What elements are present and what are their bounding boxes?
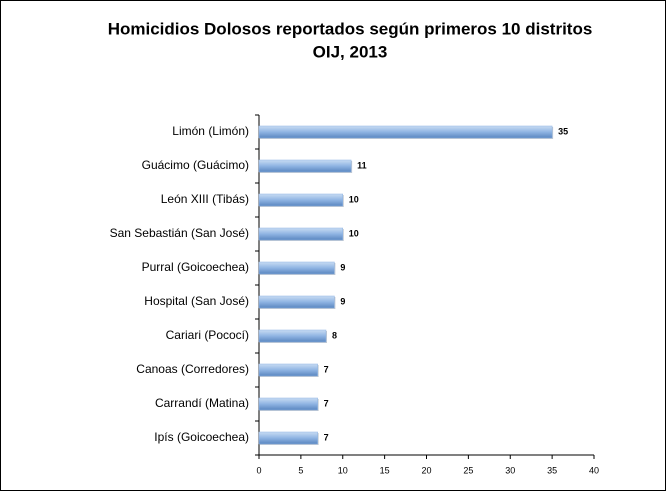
y-tick-label: Canoas (Corredores) — [136, 362, 249, 376]
y-tick-label: Ipís (Goicoechea) — [154, 430, 249, 444]
bar — [258, 159, 352, 173]
value-label: 10 — [349, 228, 359, 238]
y-tick-label: Purral (Goicoechea) — [142, 260, 249, 274]
x-tick-label: 10 — [338, 465, 348, 475]
bar — [258, 363, 318, 377]
value-label: 35 — [558, 126, 568, 136]
x-tick-label: 0 — [256, 465, 261, 475]
x-tick-label: 40 — [589, 465, 599, 475]
value-label: 7 — [324, 364, 329, 374]
chart-title: Homicidios Dolosos reportados según prim… — [108, 19, 593, 38]
bar — [258, 295, 335, 309]
y-tick-label: Hospital (San José) — [144, 294, 249, 308]
y-tick-label: Guácimo (Guácimo) — [142, 158, 249, 172]
x-tick-label: 35 — [547, 465, 557, 475]
bar — [258, 193, 343, 207]
bar — [258, 431, 318, 445]
value-label: 11 — [357, 160, 367, 170]
value-label: 8 — [332, 330, 337, 340]
value-label: 9 — [340, 296, 345, 306]
value-label: 9 — [340, 262, 345, 272]
value-label: 7 — [324, 398, 329, 408]
chart-title: OIJ, 2013 — [313, 42, 388, 61]
bar — [258, 125, 553, 139]
x-tick-label: 20 — [421, 465, 431, 475]
y-tick-label: San Sebastián (San José) — [110, 226, 249, 240]
x-tick-label: 30 — [505, 465, 515, 475]
y-tick-label: León XIII (Tibás) — [161, 192, 249, 206]
bar — [258, 397, 318, 411]
bar — [258, 329, 327, 343]
x-tick-label: 25 — [463, 465, 473, 475]
bar — [258, 227, 343, 241]
value-label: 10 — [349, 194, 359, 204]
y-tick-label: Cariari (Pococí) — [166, 328, 249, 342]
x-tick-label: 15 — [380, 465, 390, 475]
y-tick-label: Limón (Limón) — [172, 124, 249, 138]
x-tick-label: 5 — [298, 465, 303, 475]
bar — [258, 261, 335, 275]
y-tick-label: Carrandí (Matina) — [155, 396, 249, 410]
value-label: 7 — [324, 432, 329, 442]
